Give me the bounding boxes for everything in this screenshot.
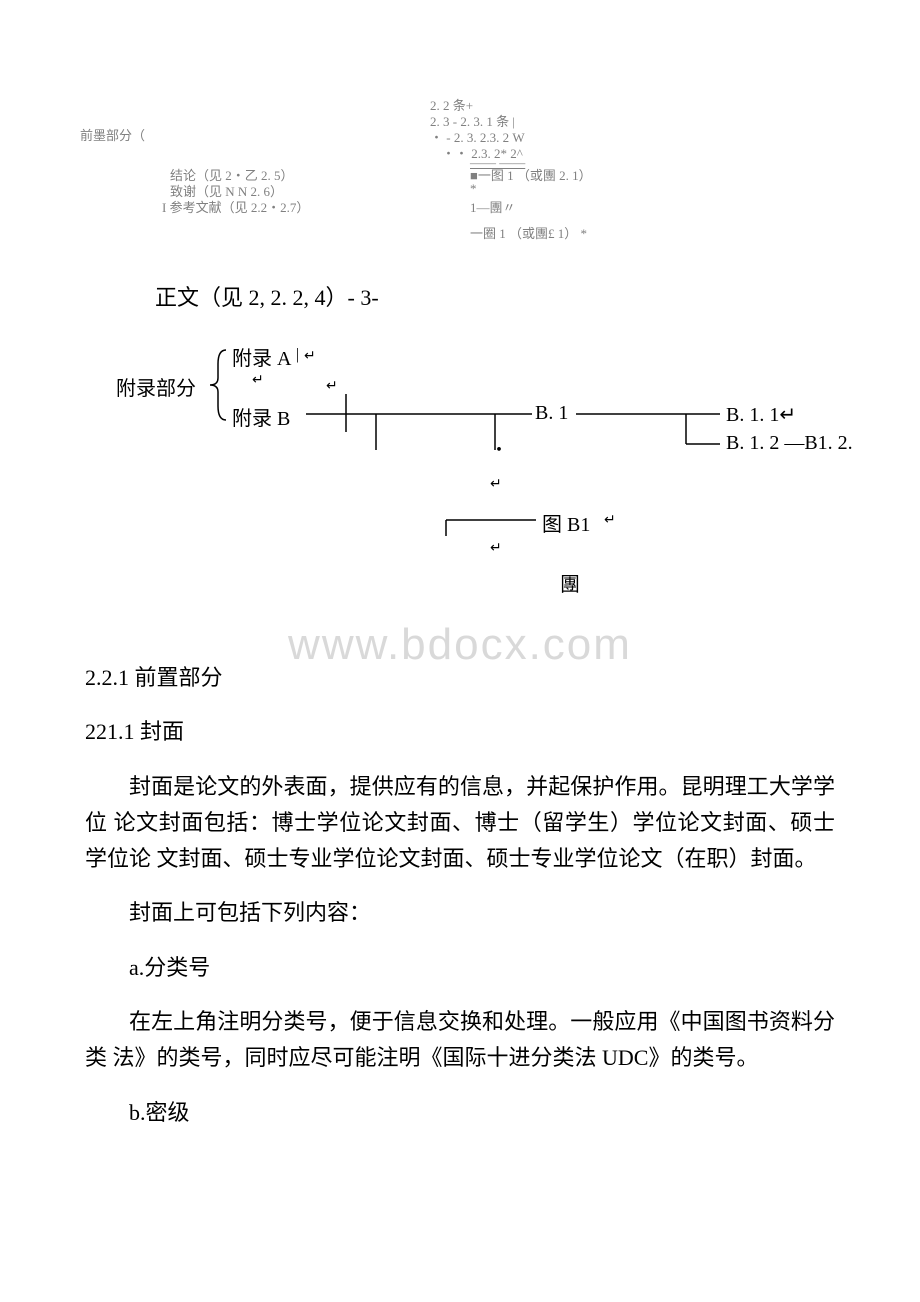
- fig-b1-label: 图 B1: [542, 508, 590, 537]
- heading-221: 2.2.1 前置部分: [85, 660, 835, 696]
- main-text-ref: 正文（见 2, 2. 2, 4）- 3-: [155, 280, 379, 312]
- appendix-a-label: 附录 A: [232, 342, 291, 371]
- top-structure-diagram: 前墨部分（ 结论（见 2・乙 2. 5） 致谢（见 N N 2. 6） I 参考…: [80, 95, 840, 235]
- arrow-a: ↵: [304, 348, 316, 365]
- item-a: a.分类号: [85, 950, 835, 986]
- arrow-mid: ↵: [252, 372, 264, 389]
- para-cover-includes: 封面上可包括下列内容：: [85, 895, 835, 931]
- tail-label: 團: [560, 568, 580, 597]
- para-classification: 在左上角注明分类号，便于信息交换和处理。一般应用《中国图书资料分类 法》的类号，…: [85, 1004, 835, 1077]
- fig1-ref: ■一图 1 （或團 2. 1）: [470, 165, 592, 184]
- star: *: [470, 181, 477, 197]
- appendix-b-label: 附录 B: [232, 402, 290, 431]
- arrow-figb1: ↵: [604, 512, 616, 529]
- appendix-part-label: 附录部分: [116, 372, 196, 401]
- arrow-b1: ↵: [490, 476, 502, 493]
- heading-2211: 221.1 封面: [85, 714, 835, 750]
- b12-label: B. 1. 2 —B1. 2.: [726, 432, 853, 455]
- dot-label: ・: [490, 436, 508, 462]
- fig1b-ref: 1—團〃: [470, 197, 516, 216]
- arrow-tail: ↵: [490, 540, 502, 557]
- para-cover-desc: 封面是论文的外表面，提供应有的信息，并起保护作用。昆明理工大学学位 论文封面包括…: [85, 769, 835, 878]
- item-b: b.密级: [85, 1095, 835, 1131]
- arrow-mid2: ↵: [326, 378, 338, 395]
- references-ref: I 参考文献（见 2.2・2.7）: [162, 197, 309, 216]
- document-body: 2.2.1 前置部分 221.1 封面 封面是论文的外表面，提供应有的信息，并起…: [85, 660, 835, 1149]
- fig1c-ref: 一圈 1 （或團£ 1） *: [470, 223, 587, 242]
- b1-label: B. 1: [535, 402, 568, 425]
- appendix-structure-diagram: 附录部分 附录 A | ↵ ↵ ↵ 附录 B B. 1 B. 1. 1↵ B. …: [100, 320, 900, 590]
- b11-label: B. 1. 1↵: [726, 402, 796, 427]
- front-part-label: 前墨部分（: [80, 125, 145, 144]
- cursor-mark: |: [296, 346, 299, 364]
